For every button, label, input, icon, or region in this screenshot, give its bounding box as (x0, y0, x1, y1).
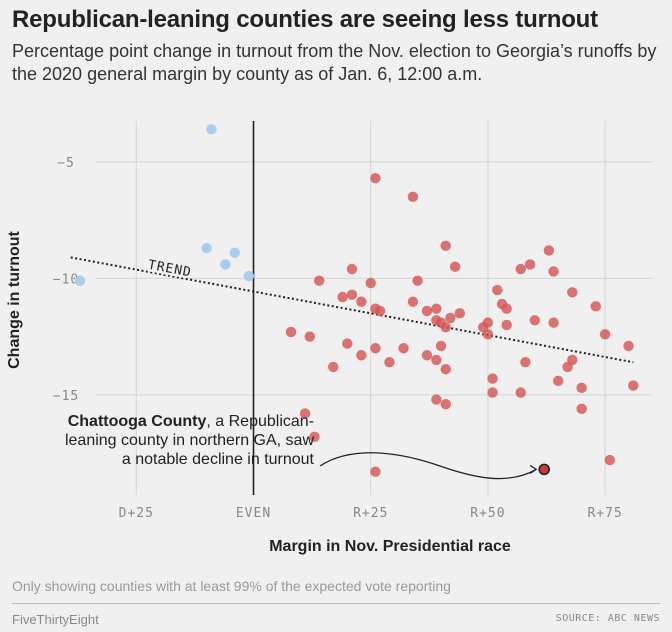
republican-county-point (492, 284, 503, 296)
republican-county-point (524, 259, 536, 270)
republican-county-point (435, 340, 447, 352)
republican-county-point (356, 296, 367, 307)
republican-county-point (487, 387, 498, 398)
republican-county-point (431, 394, 442, 405)
y-axis-label: Change in turnout (6, 230, 23, 368)
trend-label: TREND (147, 258, 193, 281)
republican-county-point (421, 350, 433, 361)
callout-county-name: Chattooga County (67, 413, 207, 430)
republican-county-point (398, 343, 409, 354)
republican-county-point (346, 289, 358, 300)
grid-lines (96, 121, 652, 495)
x-tick-label: R+50 (470, 506, 505, 521)
republican-county-point (374, 305, 386, 317)
republican-county-point (604, 454, 616, 466)
source-credit: SOURCE: ABC NEWS (555, 613, 660, 624)
callout-text: , a Republican-leaning county in norther… (64, 413, 314, 468)
republican-county-point (370, 173, 381, 184)
x-tick-label: R+25 (353, 506, 388, 521)
republican-county-point (454, 308, 465, 319)
republican-county-point (567, 354, 578, 366)
trend-line (70, 256, 634, 364)
republican-county-point (285, 326, 297, 338)
republican-county-point (548, 266, 559, 277)
democratic-county-point (229, 247, 240, 258)
republican-county-point (304, 331, 315, 342)
chart-subtitle: Percentage point change in turnout from … (12, 41, 657, 84)
republican-county-point (407, 296, 419, 307)
republican-county-point (309, 431, 320, 442)
republican-county-point (337, 291, 348, 303)
republican-county-point (515, 387, 526, 398)
republican-county-point (365, 277, 376, 289)
democratic-county-point (74, 275, 86, 286)
republican-county-point (628, 380, 639, 391)
tick-labels: D+25 EVEN R+25 R+50 R+75 −5 −10 −15 (53, 156, 622, 521)
republican-county-point (370, 343, 381, 354)
republican-county-point (553, 375, 564, 387)
republican-county-point (356, 350, 367, 361)
republican-county-point (440, 398, 451, 410)
republican-county-point (543, 245, 555, 256)
republican-county-point (346, 263, 358, 275)
republican-county-point (328, 361, 339, 373)
callout-arrowhead (529, 464, 538, 474)
republican-county-point (440, 240, 451, 251)
republican-county-point (576, 382, 587, 394)
republican-county-point (501, 319, 512, 331)
republican-county-point (576, 403, 587, 415)
democratic-county-point (206, 124, 217, 135)
chattooga-callout: Chattooga County, a Republican-leaning c… (60, 412, 314, 469)
republican-county-point (440, 364, 451, 375)
republican-county-point (599, 329, 611, 340)
footnote: Only showing counties with at least 99% … (12, 578, 451, 594)
callout-arrow (319, 452, 537, 480)
republican-county-point (412, 275, 423, 286)
republican-county-point (487, 373, 498, 384)
x-tick-label: EVEN (236, 506, 271, 521)
republican-county-point (567, 287, 578, 298)
republican-county-point (342, 338, 353, 349)
data-points (74, 124, 639, 477)
republican-county-point (520, 357, 531, 368)
republican-county-point (431, 303, 442, 314)
republican-county-point (384, 357, 395, 368)
republican-county-point (370, 466, 381, 477)
y-tick-label: −10 (53, 272, 79, 287)
y-tick-label: −5 (57, 156, 75, 171)
democratic-county-point (201, 242, 212, 254)
chart-title: Republican-leaning counties are seeing l… (12, 6, 598, 33)
democratic-county-point (220, 259, 231, 270)
x-tick-label: D+25 (119, 506, 154, 521)
republican-county-point (501, 303, 512, 314)
republican-county-point (299, 408, 311, 419)
republican-county-point (548, 317, 559, 328)
republican-county-point (529, 315, 540, 326)
republican-county-point (421, 305, 433, 317)
republican-county-point (590, 301, 601, 312)
y-tick-label: −15 (53, 389, 79, 404)
brand-logo: FiveThirtyEight (12, 612, 99, 627)
republican-county-point (515, 263, 526, 275)
republican-county-point (445, 312, 456, 324)
republican-county-point (431, 354, 442, 366)
chattooga-county-point (538, 463, 550, 476)
republican-county-point (407, 191, 419, 203)
x-axis-label: Margin in Nov. Presidential race (269, 538, 511, 555)
republican-county-point (482, 329, 494, 340)
republican-county-point (449, 261, 461, 272)
republican-county-point (440, 322, 451, 333)
republican-county-point (313, 275, 325, 286)
x-tick-label: R+75 (587, 506, 622, 521)
democratic-county-point (243, 270, 255, 282)
footer-divider (12, 603, 660, 604)
republican-county-point (623, 340, 634, 352)
